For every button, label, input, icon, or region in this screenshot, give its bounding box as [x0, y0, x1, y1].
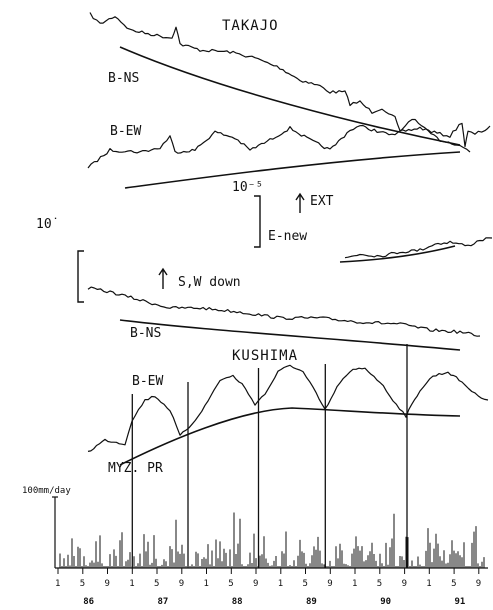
x-tick-label: 5: [154, 579, 159, 589]
sw-down-arrow: [158, 267, 168, 289]
x-tick-label: 9: [476, 579, 481, 589]
kushima-bew-trace: [87, 364, 489, 452]
scale-bar-left: [77, 250, 84, 303]
scale-right-label: 10⁻⁵: [232, 180, 263, 195]
ext-arrow: [295, 192, 305, 213]
takajo-bew-trend: [124, 151, 461, 189]
x-tick-label: 5: [451, 579, 456, 589]
takajo-bns-trend: [119, 46, 461, 146]
kushima-bns-trace: [87, 286, 481, 337]
takajo-title: TAKAJO: [222, 18, 279, 34]
kushima-bns-label: B-NS: [130, 326, 161, 341]
year-label: 88: [232, 597, 243, 607]
takajo-bew-label: B-EW: [110, 124, 141, 139]
x-tick-label: 9: [179, 579, 184, 589]
x-tick-label: 1: [129, 579, 134, 589]
myz-pr-label: MYZ. PR: [108, 461, 163, 476]
year-label: 90: [380, 597, 391, 607]
takajo-bns-label: B-NS: [108, 71, 139, 86]
x-tick-label: 1: [204, 579, 209, 589]
kushima-bew-label: B-EW: [132, 374, 163, 389]
x-tick-label: 9: [327, 579, 332, 589]
x-tick-label: 9: [253, 579, 258, 589]
e-new-trace: [344, 237, 493, 259]
x-tick-label: 5: [377, 579, 382, 589]
x-tick-label: 1: [55, 579, 60, 589]
takajo-bew-trace: [87, 118, 471, 169]
year-label: 86: [83, 597, 94, 607]
scale-bar-right: [254, 195, 261, 248]
kushima-bns-trend: [119, 319, 461, 351]
x-tick-label: 5: [228, 579, 233, 589]
ext-label: EXT: [310, 194, 334, 209]
e-new-label: E-new: [268, 229, 307, 244]
rainfall-bars: [59, 512, 485, 568]
x-tick-label: 1: [352, 579, 357, 589]
x-tick-label: 5: [80, 579, 85, 589]
scale-left-label: 10˙: [36, 217, 59, 232]
e-new-trend: [339, 245, 456, 263]
rain-event-lines: [131, 344, 408, 568]
x-tick-label: 1: [278, 579, 283, 589]
x-axis: 1 5 9 1 5 9 1 5 9 1 5 9 1 5 9 1 5 986 87 88 89 90 91: [55, 568, 481, 607]
x-tick-label: 5: [303, 579, 308, 589]
rain-unit-label: 100mm/day: [22, 486, 71, 496]
year-label: 87: [158, 597, 169, 607]
sw-down-label: S,W down: [178, 275, 241, 290]
x-tick-label: 9: [105, 579, 110, 589]
x-tick-label: 9: [402, 579, 407, 589]
x-tick-label: 1: [426, 579, 431, 589]
year-label: 89: [306, 597, 317, 607]
kushima-title: KUSHIMA: [232, 348, 298, 364]
year-label: 91: [455, 597, 466, 607]
kushima-bew-trend: [119, 407, 461, 466]
